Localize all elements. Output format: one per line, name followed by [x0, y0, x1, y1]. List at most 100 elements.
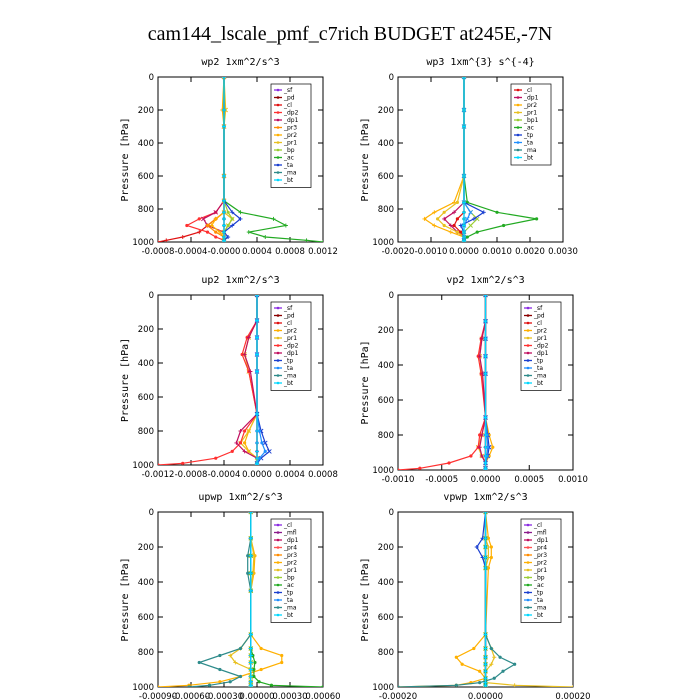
data-point: [242, 352, 247, 357]
data-point: [230, 449, 234, 453]
legend-label: _bt: [283, 177, 294, 184]
legend-marker: [526, 531, 530, 534]
data-point: [483, 433, 488, 437]
data-point: [251, 653, 255, 658]
legend-label: _cl: [523, 87, 532, 94]
legend-label: _ma: [533, 373, 547, 380]
legend-label: _ac: [533, 582, 544, 589]
data-point: [464, 216, 470, 222]
legend: _cl_mfl_dp1_pr4_pr3_pr2_pr1_bp_ac_tp_ta_…: [270, 518, 312, 623]
legend-label: _cl: [533, 320, 542, 327]
data-point: [233, 660, 238, 665]
y-tick-label: 400: [138, 139, 154, 149]
data-point: [228, 653, 233, 658]
data-point: [483, 566, 488, 570]
legend-label: _bt: [283, 612, 294, 619]
panel-0: wp2 1xm^2/s^3 Pressure [hPa] 0 200 400 600 800…: [120, 57, 338, 257]
legend-label: _mfl: [283, 530, 297, 537]
legend-label: _ma: [533, 605, 547, 612]
y-tick-label: 600: [378, 613, 394, 623]
data-point: [248, 536, 253, 541]
y-tick-label: 1000: [372, 683, 394, 693]
legend-marker: [276, 118, 280, 122]
data-point: [180, 235, 185, 240]
legend-marker: [276, 178, 280, 182]
data-point: [502, 223, 506, 228]
series-line-pr2: [398, 512, 492, 687]
data-point: [246, 571, 250, 575]
data-point: [255, 335, 259, 340]
data-point: [478, 433, 482, 437]
data-point: [248, 646, 253, 651]
legend-marker: [526, 306, 530, 310]
legend-marker: [526, 568, 530, 572]
data-point: [255, 352, 259, 357]
legend-label: _tp: [533, 590, 543, 597]
data-point: [483, 632, 488, 637]
data-point: [452, 210, 457, 215]
data-point: [501, 669, 505, 673]
data-point: [398, 468, 400, 470]
legend-label: _bp: [283, 575, 295, 582]
legend-label: _pd: [283, 95, 295, 102]
legend-marker: [526, 314, 530, 317]
y-tick-label: 1000: [372, 466, 394, 476]
legend-label: _tp: [533, 358, 543, 365]
series-line-dp1: [235, 295, 258, 465]
data-point: [462, 230, 466, 235]
series-group: [422, 77, 539, 242]
data-point: [214, 230, 218, 234]
legend-marker: [516, 118, 520, 122]
data-point: [321, 240, 323, 242]
data-point: [255, 463, 259, 465]
y-tick-label: 800: [138, 648, 154, 658]
x-tick-label: 0.0010: [558, 475, 588, 485]
data-point: [259, 646, 263, 651]
y-tick-label: 1000: [132, 683, 154, 693]
data-point: [462, 108, 466, 112]
legend-marker: [276, 381, 280, 385]
data-point: [217, 230, 222, 235]
x-tick-label: 0.0010: [482, 247, 512, 257]
x-tick-label: 0.0020: [515, 247, 545, 257]
legend-marker: [276, 306, 280, 310]
data-point: [483, 454, 488, 458]
legend-marker: [516, 126, 520, 129]
data-point: [535, 217, 539, 221]
data-point: [226, 223, 230, 228]
data-point: [474, 545, 479, 549]
data-point: [461, 77, 467, 80]
data-point: [255, 440, 259, 445]
data-point: [483, 655, 488, 660]
data-point: [248, 588, 253, 593]
data-point: [398, 685, 400, 687]
figure-title: cam144_lscale_pmf_c7rich BUDGET at245E,-…: [148, 23, 553, 45]
y-axis-label: Pressure [hPa]: [360, 340, 371, 424]
legend-label: _pr2: [523, 102, 537, 109]
data-point: [222, 77, 226, 79]
legend-label: _tp: [283, 590, 293, 597]
data-point: [158, 463, 160, 465]
data-point: [248, 679, 253, 684]
legend-marker: [526, 359, 530, 362]
x-tick-label: -0.00090: [139, 692, 177, 700]
data-point: [462, 77, 466, 79]
data-point: [489, 662, 494, 667]
data-point: [214, 456, 218, 460]
legend-label: _bt: [533, 612, 544, 619]
legend-label: _pr2: [533, 560, 547, 567]
legend-marker: [276, 133, 280, 137]
legend-label: _ta: [533, 365, 543, 372]
legend-marker: [276, 321, 280, 325]
data-point: [222, 198, 226, 203]
data-point: [271, 216, 276, 221]
data-point: [462, 210, 466, 215]
legend: _cl_mfl_dp1_pr4_pr3_pr2_pr1_bp_ac_tp_ta_…: [520, 518, 562, 623]
legend-label: _cl: [283, 320, 292, 327]
y-tick-label: 800: [378, 205, 394, 215]
legend-label: _ac: [283, 582, 294, 589]
panels: wp2 1xm^2/s^3 Pressure [hPa] 0 200 400 600 800…: [120, 57, 591, 700]
data-point: [222, 124, 226, 129]
data-point: [462, 223, 466, 228]
